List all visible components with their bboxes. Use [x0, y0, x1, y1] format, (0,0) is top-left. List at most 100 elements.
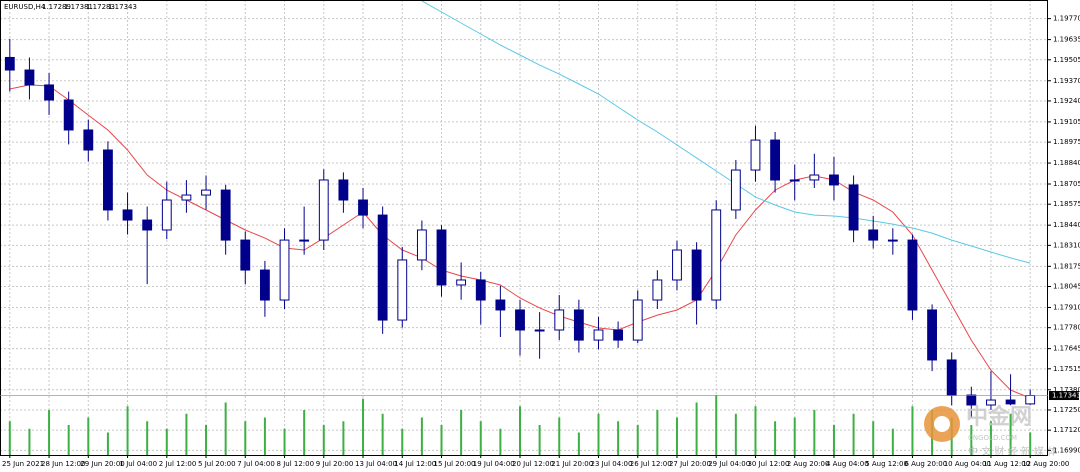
- x-tick-label: 26 Jul 12:00: [630, 460, 672, 468]
- x-tick-label: 4 Aug 04:00: [826, 460, 869, 468]
- candle-body: [613, 329, 624, 341]
- candle-body: [338, 179, 349, 201]
- y-tick-label: 1.19505: [1053, 56, 1080, 64]
- header-open: 1.17289: [42, 3, 71, 11]
- candle-body: [220, 189, 231, 241]
- x-tick-label: 12 Aug 20:00: [1022, 460, 1069, 468]
- y-tick-label: 1.18175: [1053, 262, 1080, 270]
- candle-body: [868, 229, 879, 241]
- watermark-slogan: 中 文 财 经 新 媒 体: [968, 445, 1057, 458]
- axes: 1.19770 1.19635 1.19505 1.19370 1.19240 1.191…: [0, 15, 1080, 468]
- x-tick-label: 9 Jul 20:00: [316, 460, 354, 468]
- candle-body: [848, 184, 859, 231]
- candle-body: [4, 56, 15, 71]
- candle-body: [240, 239, 251, 271]
- candle-body: [416, 229, 427, 261]
- candle-body: [573, 309, 584, 341]
- y-tick-label: 1.17380: [1053, 386, 1080, 394]
- logo-core: [934, 416, 950, 432]
- x-tick-label: 1 Jul 04:00: [120, 460, 158, 468]
- volume-layer: [8, 395, 1032, 455]
- watermark-url: CNGOLD.COM: [968, 434, 1017, 442]
- x-tick-label: 15 Jul 20:00: [434, 460, 476, 468]
- candle-body: [436, 229, 447, 286]
- x-tick-label: 21 Jul 20:00: [551, 460, 593, 468]
- price-label: 1.17343: [1052, 392, 1080, 400]
- candle-layer: [4, 38, 1036, 418]
- y-tick-label: 1.18310: [1053, 241, 1080, 249]
- y-tick-label: 1.17515: [1053, 365, 1080, 373]
- candle-body: [809, 174, 820, 181]
- x-tick-label: 5 Jul 20:00: [198, 460, 236, 468]
- y-tick-label: 1.17645: [1053, 345, 1080, 353]
- y-tick-label: 1.19370: [1053, 77, 1080, 85]
- candle-body: [122, 209, 133, 221]
- candle-body: [946, 359, 957, 396]
- y-tick-label: 1.17250: [1053, 406, 1080, 414]
- x-tick-label: 2 Aug 20:00: [787, 460, 830, 468]
- candle-body: [632, 299, 643, 341]
- price-box: [1049, 391, 1079, 401]
- candle-body: [770, 139, 781, 181]
- y-tick-label: 1.17910: [1053, 303, 1080, 311]
- candle-body: [534, 329, 545, 332]
- x-tick-label: 10 Aug 04:00: [944, 460, 991, 468]
- candle-body: [201, 189, 211, 196]
- candle-body: [966, 394, 977, 406]
- candle-body: [318, 179, 329, 241]
- header-high: 1.17381: [64, 3, 93, 11]
- x-tick-label: 7 Jul 04:00: [237, 460, 275, 468]
- candle-body: [986, 399, 996, 406]
- candle-body: [161, 199, 172, 231]
- plot-border: [0, 0, 1048, 456]
- candle-body: [927, 309, 937, 361]
- x-tick-label: 23 Jul 04:00: [590, 460, 632, 468]
- candle-body: [299, 239, 310, 242]
- candle-body: [750, 139, 761, 171]
- chart-title: EURUSD,H4: [4, 3, 46, 11]
- header: EURUSD,H4 1.17289 1.17381 1.17283 1.1734…: [4, 3, 137, 11]
- x-tick-label: 14 Jul 12:00: [394, 460, 436, 468]
- x-tick-label: 28 Jun 12:00: [41, 460, 85, 468]
- candle-body: [142, 219, 153, 231]
- candle-body: [1005, 399, 1016, 405]
- x-tick-label: 25 Jun 2021: [2, 460, 44, 468]
- x-tick-label: 8 Jul 12:00: [277, 460, 315, 468]
- watermark-brand: 中金网: [966, 404, 1032, 430]
- candle-body: [397, 259, 408, 321]
- candle-body: [83, 129, 94, 151]
- ma-line: [9, 84, 1031, 399]
- candle-body: [63, 99, 74, 131]
- y-tick-label: 1.17120: [1053, 426, 1080, 434]
- candle-body: [652, 279, 663, 301]
- candle-body: [377, 214, 388, 321]
- y-tick-label: 1.18975: [1053, 138, 1080, 146]
- y-tick-label: 1.19105: [1053, 118, 1080, 126]
- ma-line: [421, 0, 1031, 264]
- candle-body: [181, 194, 192, 201]
- x-tick-label: 6 Aug 20:00: [904, 460, 947, 468]
- y-tick-label: 1.18440: [1053, 221, 1080, 229]
- candle-body: [495, 299, 506, 311]
- candle-body: [103, 149, 113, 211]
- x-tick-label: 19 Jul 04:00: [473, 460, 515, 468]
- y-tick-label: 1.19770: [1053, 15, 1080, 23]
- header-low: 1.17283: [86, 3, 115, 11]
- x-tick-label: 30 Jul 12:00: [747, 460, 789, 468]
- candle-body: [358, 199, 368, 216]
- y-tick-label: 1.19635: [1053, 36, 1080, 44]
- x-tick-label: 2 Jul 12:00: [159, 460, 197, 468]
- x-tick-label: 11 Aug 12:00: [983, 460, 1030, 468]
- header-close: 1.17343: [108, 3, 137, 11]
- y-tick-label: 1.18840: [1053, 159, 1080, 167]
- candle-body: [730, 169, 741, 211]
- x-tick-label: 5 Aug 12:00: [865, 460, 908, 468]
- candle-body: [456, 279, 467, 286]
- x-tick-label: 13 Jul 04:00: [355, 460, 397, 468]
- candle-body: [554, 309, 565, 331]
- x-tick-label: 27 Jul 20:00: [669, 460, 711, 468]
- y-tick-label: 1.19240: [1053, 97, 1080, 105]
- ma-layer: [9, 0, 1031, 399]
